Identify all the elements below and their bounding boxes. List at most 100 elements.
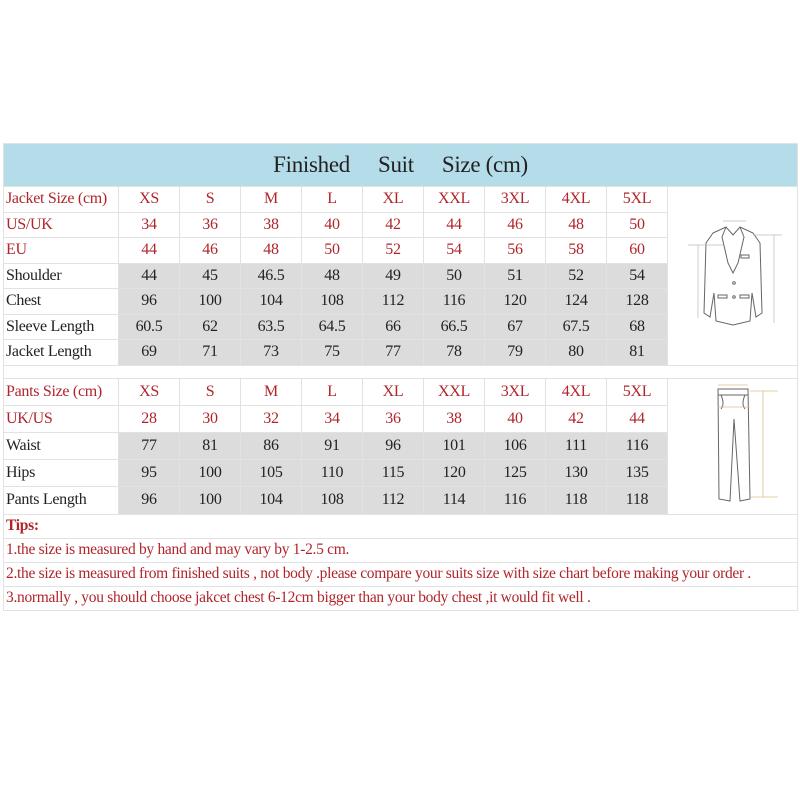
cell-value: 64.5 [301,313,363,340]
cell-value: 51 [484,262,546,289]
jacket-size-row: US/UK 34 36 38 40 42 44 46 48 50 [3,211,798,238]
spacer [2,364,799,379]
title-word: Size (cm) [441,152,528,177]
cell-value: 111 [545,431,607,461]
pants-size-header-row: Pants Size (cm) XS S M L XL XXL 3XL 4XL 5XL [3,377,799,515]
cell-value: 91 [301,431,363,461]
tip-text: 1.the size is measured by hand and may v… [2,537,799,563]
cell-value: 58 [545,237,607,264]
cell-value: 105 [240,459,302,488]
cell-value: 78 [423,339,485,366]
cell-value: 50 [606,211,668,238]
cell-value: S [179,186,241,213]
cell-value: 56 [484,237,546,264]
cell-value: 44 [118,262,180,289]
spacer-row [2,364,799,379]
row-label: Sleeve Length [3,313,119,340]
cell-value: S [179,377,241,406]
row-label: UK/US [3,404,119,433]
cell-value: L [301,377,363,406]
cell-value: 3XL [484,186,546,213]
cell-value: XL [362,377,424,406]
jacket-diagram-icon [687,220,782,326]
cell-value: 120 [484,288,546,315]
cell-value: 124 [545,288,607,315]
cell-value: 28 [118,404,180,433]
cell-value: XXL [423,186,485,213]
row-label: Shoulder [3,262,119,289]
cell-value: 49 [362,262,424,289]
cell-value: 67.5 [545,313,607,340]
cell-value: 116 [423,288,485,315]
cell-value: 32 [240,404,302,433]
jacket-measure-row: Chest 96 100 104 108 112 116 120 124 128 [3,288,798,315]
cell-value: 67 [484,313,546,340]
cell-value: 96 [118,288,180,315]
cell-value: 3XL [484,377,546,406]
row-label: Pants Size (cm) [3,377,119,406]
cell-value: 44 [423,211,485,238]
cell-value: 75 [301,339,363,366]
cell-value: 120 [423,459,485,488]
cell-value: 77 [362,339,424,366]
cell-value: 44 [606,404,668,433]
row-label: Waist [3,431,119,461]
cell-value: 38 [423,404,485,433]
cell-value: 50 [423,262,485,289]
cell-value: 50 [301,237,363,264]
cell-value: XS [118,377,180,406]
cell-value: 96 [362,431,424,461]
cell-value: M [240,186,302,213]
cell-value: 36 [362,404,424,433]
row-label: EU [3,237,119,264]
cell-value: 112 [362,486,424,515]
cell-value: 46 [484,211,546,238]
cell-value: 38 [240,211,302,238]
cell-value: 69 [118,339,180,366]
cell-value: 46 [179,237,241,264]
cell-value: 77 [118,431,180,461]
title-word: Suit [377,152,414,177]
cell-value: 34 [301,404,363,433]
cell-value: 114 [423,486,485,515]
cell-value: 118 [545,486,607,515]
cell-value: 5XL [606,377,668,406]
row-label: US/UK [3,211,119,238]
cell-value: 116 [606,431,668,461]
cell-value: 96 [118,486,180,515]
jacket-size-header-row: Jacket Size (cm) XS S M L XL XXL 3XL 4XL 5XL [3,186,799,366]
cell-value: 54 [606,262,668,289]
cell-value: 48 [301,262,363,289]
tip-row: 3.normally , you should choose jakcet ch… [2,585,799,611]
cell-value: 40 [484,404,546,433]
title-word: Finished [273,152,350,177]
chart-title: Finished Suit Size (cm) [2,143,799,187]
jacket-measure-row: Shoulder 44 45 46.5 48 49 50 51 52 54 [3,262,798,289]
cell-value: 130 [545,459,607,488]
cell-value: XS [118,186,180,213]
pants-measure-row: Pants Length 96 100 104 108 112 114 116 118 118 [3,486,798,515]
row-label: Jacket Size (cm) [3,186,119,213]
size-chart-table: Finished Suit Size (cm) Jacket Size (cm) XS S… [2,143,799,611]
row-label: Pants Length [3,486,119,515]
cell-value: 36 [179,211,241,238]
cell-value: 52 [362,237,424,264]
cell-value: 115 [362,459,424,488]
cell-value: 60.5 [118,313,180,340]
cell-value: 4XL [545,377,607,406]
cell-value: 116 [484,486,546,515]
cell-value: 68 [606,313,668,340]
cell-value: 112 [362,288,424,315]
cell-value: 104 [240,486,302,515]
cell-value: 108 [301,288,363,315]
cell-value: 80 [545,339,607,366]
cell-value: 100 [179,486,241,515]
cell-value: 125 [484,459,546,488]
cell-value: 44 [118,237,180,264]
cell-value: 48 [545,211,607,238]
cell-value: 4XL [545,186,607,213]
cell-value: 34 [118,211,180,238]
cell-value: 106 [484,431,546,461]
row-label: Chest [3,288,119,315]
tip-text: 2.the size is measured from finished sui… [2,561,799,587]
